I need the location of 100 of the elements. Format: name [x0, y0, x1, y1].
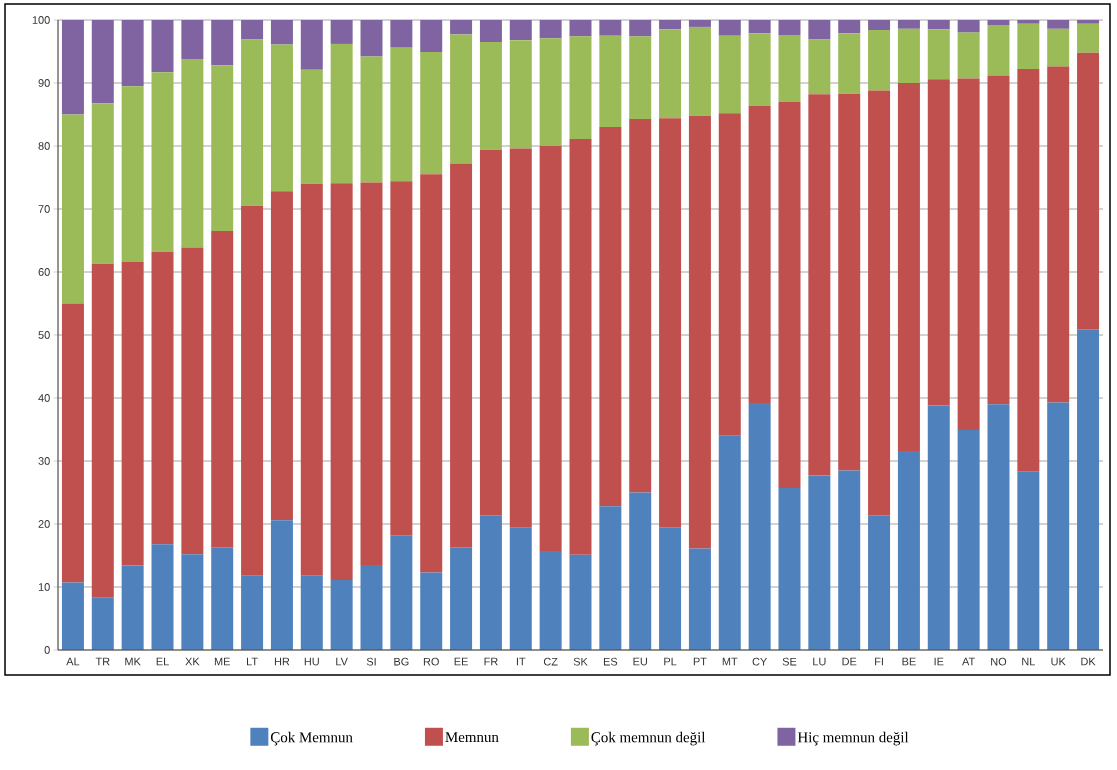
bar: [420, 572, 443, 650]
bar: [91, 103, 114, 264]
bar: [778, 19, 801, 36]
x-tick-label: RO: [423, 657, 439, 666]
bar: [1047, 66, 1070, 403]
bar: [539, 145, 562, 552]
bar: [987, 19, 1010, 26]
bar: [1047, 402, 1070, 650]
bar: [300, 19, 323, 70]
bar: [659, 118, 682, 528]
bar: [778, 488, 801, 650]
x-tick-label: BE: [902, 657, 916, 666]
bar: [718, 35, 741, 114]
x-tick-label: AL: [66, 657, 80, 666]
x-tick-label: FI: [875, 657, 883, 666]
bar: [629, 36, 652, 119]
bar: [390, 47, 413, 182]
bar: [748, 403, 771, 650]
bar: [838, 33, 861, 94]
y-tick-label: 90: [38, 79, 50, 87]
bar: [927, 29, 950, 80]
x-tick-label: BG: [394, 657, 409, 666]
x-tick-label: LV: [336, 657, 348, 666]
bar: [181, 19, 204, 60]
x-tick-label: TR: [95, 657, 110, 666]
bar: [688, 548, 711, 650]
bar: [1077, 52, 1100, 330]
y-tick-label: 70: [38, 205, 50, 213]
bar: [241, 575, 264, 650]
bar: [659, 19, 682, 30]
bar: [330, 43, 353, 184]
bar: [151, 19, 174, 73]
bar: [91, 19, 114, 104]
bar: [599, 35, 622, 128]
bar: [420, 19, 443, 53]
bar: [778, 35, 801, 102]
bar: [808, 39, 831, 95]
bar: [987, 25, 1010, 76]
bar: [390, 181, 413, 536]
x-tick-label: IE: [934, 657, 944, 666]
bar: [91, 263, 114, 598]
bar: [270, 19, 293, 45]
y-tick-label: 60: [38, 268, 50, 276]
bar: [539, 19, 562, 39]
x-tick-label: MK: [125, 657, 141, 666]
bar: [1077, 329, 1100, 650]
legend-label: Çok memnun değil: [591, 731, 706, 746]
bar: [1017, 19, 1040, 24]
bar: [450, 163, 473, 548]
bar: [509, 40, 532, 149]
x-tick-label: EE: [454, 657, 468, 666]
bar: [270, 191, 293, 521]
bar: [450, 19, 473, 35]
bar: [1017, 69, 1040, 472]
bar: [987, 75, 1010, 405]
x-tick-label: SE: [782, 657, 797, 666]
y-tick-label: 50: [38, 331, 50, 339]
bar: [629, 19, 652, 37]
bar: [330, 19, 353, 44]
y-tick-label: 100: [32, 16, 50, 24]
bar: [390, 19, 413, 48]
bar: [539, 38, 562, 146]
bar: [1017, 23, 1040, 70]
x-tick-label: CY: [752, 657, 767, 666]
x-tick-label: MT: [722, 657, 738, 666]
bar: [957, 32, 980, 79]
bar: [479, 42, 502, 150]
x-tick-label: AT: [962, 657, 975, 666]
x-tick-label: CZ: [543, 657, 558, 666]
bar: [270, 44, 293, 192]
bar: [211, 65, 234, 232]
bar: [838, 93, 861, 471]
bar: [868, 19, 891, 31]
bar: [330, 183, 353, 581]
bar: [1047, 28, 1070, 67]
bar: [897, 19, 920, 29]
bar: [897, 450, 920, 650]
bar: [61, 303, 84, 583]
bar: [718, 113, 741, 436]
bar: [61, 582, 84, 650]
bar: [927, 405, 950, 650]
bar: [509, 148, 532, 528]
bar: [300, 575, 323, 650]
bar: [420, 174, 443, 573]
bar: [748, 105, 771, 404]
bar: [121, 565, 144, 650]
bar: [151, 544, 174, 650]
x-tick-label: PT: [693, 657, 707, 666]
bar: [91, 597, 114, 650]
y-tick-label: 10: [38, 583, 50, 591]
bar: [1077, 19, 1100, 24]
bar: [1017, 471, 1040, 650]
bar: [1077, 23, 1100, 53]
bar: [659, 527, 682, 650]
bar: [599, 19, 622, 36]
bar: [778, 101, 801, 489]
bar: [360, 564, 383, 650]
bar: [479, 515, 502, 650]
x-tick-label: NO: [991, 657, 1007, 666]
bar: [241, 205, 264, 576]
